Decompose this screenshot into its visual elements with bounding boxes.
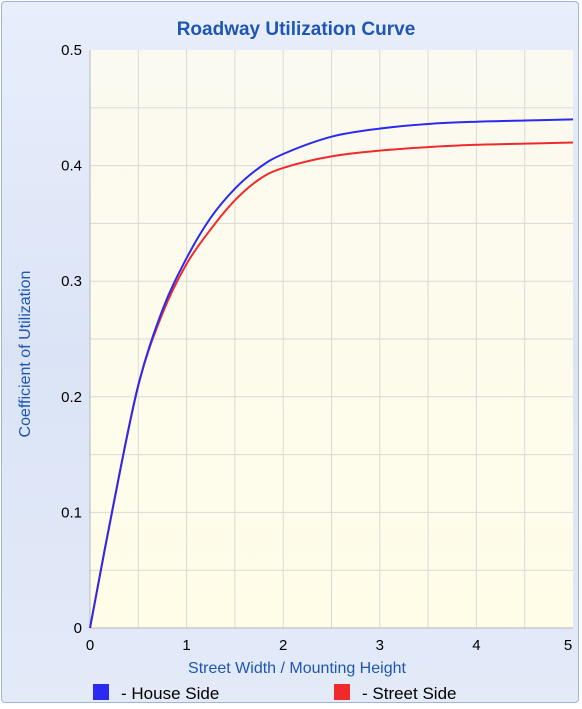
legend-swatch [93, 684, 109, 700]
y-tick-labels: 0 0.1 0.2 0.3 0.4 0.5 [61, 42, 82, 637]
y-tick-label: 0.4 [61, 158, 82, 175]
legend-item-street-side: - Street Side [334, 684, 457, 703]
x-tick-label: 3 [376, 637, 384, 654]
y-tick-label: 0 [74, 620, 82, 637]
legend-label: - Street Side [362, 684, 457, 703]
series-layer [89, 118, 574, 629]
x-tick-label: 5 [564, 637, 572, 654]
y-tick-label: 0.2 [61, 389, 82, 406]
x-tick-label: 0 [86, 637, 94, 654]
y-tick-label: 0.3 [61, 273, 82, 290]
series-line-house-side [89, 118, 574, 629]
legend-item-house-side: - House Side [93, 684, 219, 703]
legend-label: - House Side [121, 684, 219, 703]
y-axis-label: Coefficient of Utilization [17, 271, 34, 438]
legend-swatch [334, 684, 350, 700]
x-tick-label: 1 [182, 637, 190, 654]
x-tick-label: 4 [472, 637, 480, 654]
legend: - House Side - Street Side [93, 684, 457, 703]
x-tick-label: 2 [279, 637, 287, 654]
x-axis-label: Street Width / Mounting Height [188, 660, 406, 677]
chart-title: Roadway Utilization Curve [177, 19, 416, 40]
y-tick-label: 0.5 [61, 42, 82, 59]
y-tick-label: 0.1 [61, 504, 82, 521]
x-tick-labels: 0 1 2 3 4 5 [86, 637, 572, 654]
grid-lines [90, 50, 573, 628]
